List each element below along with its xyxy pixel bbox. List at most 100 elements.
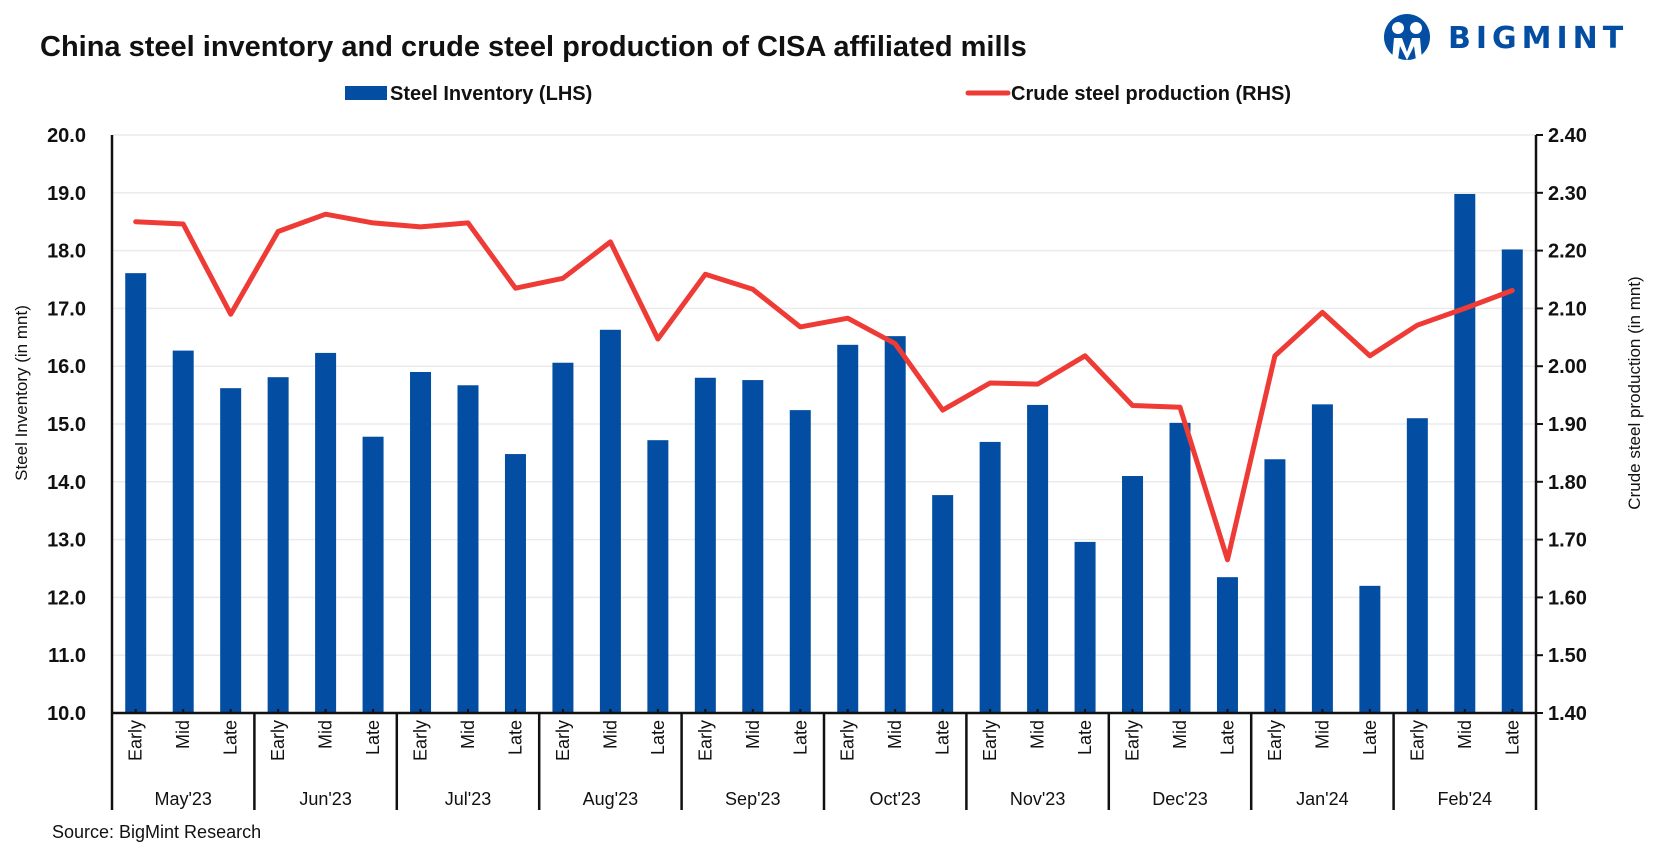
x-subcategory-label: Mid [316, 720, 336, 749]
x-subcategory-label: Early [126, 720, 146, 761]
gridlines [112, 134, 1536, 656]
legend-swatch-steel-inventory [345, 86, 387, 100]
inventory-bar [552, 362, 574, 713]
axes [110, 135, 1538, 810]
line-series [133, 211, 1515, 563]
bar-series [125, 193, 1523, 713]
bigmint-logo: BIGMINT [1384, 14, 1628, 60]
x-subcategory-label: Late [648, 720, 668, 755]
right-axis-title: Crude steel production (in mnt) [1625, 276, 1644, 509]
left-axis-ticks: 10.0 11.0 12.0 13.0 14.0 15.0 16.0 17.0 18.0 19.0… [47, 125, 86, 725]
bigmint-logo-text: BIGMINT [1448, 21, 1628, 56]
x-subcategory-label: Late [1075, 720, 1095, 755]
production-line [133, 211, 1515, 563]
inventory-bar [267, 377, 289, 713]
left-tick-label: 13.0 [47, 530, 86, 552]
x-subcategory-label: Early [695, 720, 715, 761]
x-group-label: Aug'23 [583, 789, 639, 809]
x-subcategory-label: Mid [1455, 720, 1475, 749]
x-subcategory-label: Late [1502, 720, 1522, 755]
source-note: Source: BigMint Research [52, 822, 261, 842]
left-tick-label: 20.0 [47, 125, 86, 147]
x-subcategory-label: Late [221, 720, 241, 755]
x-subcategory-label: Early [268, 720, 288, 761]
right-axis-ticks: 1.40 1.50 1.60 1.70 1.80 1.90 2.00 2.10 2.20 2.30… [1536, 125, 1587, 725]
right-tick-label: 1.90 [1548, 414, 1587, 436]
inventory-bar [979, 441, 1001, 713]
x-subcategory-label: Mid [458, 720, 478, 749]
inventory-bar [1169, 422, 1191, 713]
chart-title: China steel inventory and crude steel pr… [40, 31, 1027, 63]
left-tick-label: 18.0 [47, 241, 86, 263]
inventory-bar [1122, 476, 1144, 713]
right-tick-label: 1.60 [1548, 587, 1587, 609]
right-tick-label: 2.20 [1548, 241, 1587, 263]
right-tick-label: 2.10 [1548, 298, 1587, 320]
x-subcategory-label: Early [1265, 720, 1285, 761]
x-subcategory-label: Mid [1028, 720, 1048, 749]
right-tick-label: 1.50 [1548, 645, 1587, 667]
right-tick-label: 1.80 [1548, 472, 1587, 494]
x-group-label: Feb'24 [1438, 789, 1492, 809]
x-group-label: Oct'23 [869, 789, 920, 809]
right-tick-label: 1.70 [1548, 530, 1587, 552]
x-group-label: Jun'23 [299, 789, 351, 809]
right-tick-label: 2.30 [1548, 183, 1587, 205]
legend: Steel Inventory (LHS) Crude steel produc… [345, 83, 1291, 105]
left-tick-label: 11.0 [48, 645, 86, 667]
x-subcategory-label: Early [1407, 720, 1427, 761]
left-tick-label: 16.0 [47, 356, 86, 378]
inventory-bar [504, 454, 526, 713]
inventory-bar [172, 350, 194, 713]
inventory-bar [694, 377, 716, 713]
x-subcategory-label: Mid [173, 720, 193, 749]
x-subcategory-label: Late [1360, 720, 1380, 755]
x-subcategory-label: Late [790, 720, 810, 755]
x-subcategory-label: Late [933, 720, 953, 755]
x-subcategory-label: Mid [885, 720, 905, 749]
x-subcategory-label: Early [980, 720, 1000, 761]
left-tick-label: 14.0 [47, 472, 86, 494]
inventory-bar [1311, 404, 1333, 713]
bigmint-logo-icon [1384, 14, 1430, 60]
x-subcategory-label: Early [553, 720, 573, 761]
left-tick-label: 19.0 [47, 183, 86, 205]
inventory-bar [837, 344, 859, 713]
inventory-bar [932, 495, 954, 713]
legend-label-steel-inventory: Steel Inventory (LHS) [390, 83, 592, 105]
legend-label-crude-steel: Crude steel production (RHS) [1011, 83, 1291, 105]
x-group-label: Jan'24 [1296, 789, 1348, 809]
left-tick-label: 12.0 [47, 587, 86, 609]
x-subcategory-label: Mid [1170, 720, 1190, 749]
inventory-bar [457, 385, 479, 713]
inventory-bar [1406, 418, 1428, 713]
x-subcategory-label: Late [363, 720, 383, 755]
inventory-bar [1264, 459, 1286, 713]
inventory-bar [362, 436, 384, 713]
x-subcategory-label: Early [838, 720, 858, 761]
right-tick-label: 2.00 [1548, 356, 1587, 378]
left-tick-label: 15.0 [47, 414, 86, 436]
x-subcategory-label: Early [1123, 720, 1143, 761]
x-subcategory-label: Mid [743, 720, 763, 749]
inventory-bar [742, 380, 764, 713]
inventory-bar [1359, 585, 1381, 713]
x-subcategory-label: Late [505, 720, 525, 755]
x-axis-categories: Early Mid Late Early Mid Late Early Mid Late Earl… [126, 720, 1523, 809]
x-group-label: Nov'23 [1010, 789, 1065, 809]
right-tick-label: 1.40 [1548, 703, 1587, 725]
inventory-bar [1027, 404, 1049, 713]
right-tick-label: 2.40 [1548, 125, 1587, 147]
inventory-bar [1454, 193, 1476, 713]
x-group-label: Dec'23 [1152, 789, 1207, 809]
inventory-bar [220, 388, 242, 713]
x-group-label: May'23 [154, 789, 211, 809]
x-group-label: Jul'23 [445, 789, 491, 809]
x-subcategory-label: Late [1217, 720, 1237, 755]
inventory-bar [647, 440, 669, 713]
inventory-bar [125, 273, 147, 713]
inventory-bar [789, 410, 811, 713]
inventory-bar [1216, 577, 1238, 713]
inventory-bar [1074, 541, 1096, 713]
